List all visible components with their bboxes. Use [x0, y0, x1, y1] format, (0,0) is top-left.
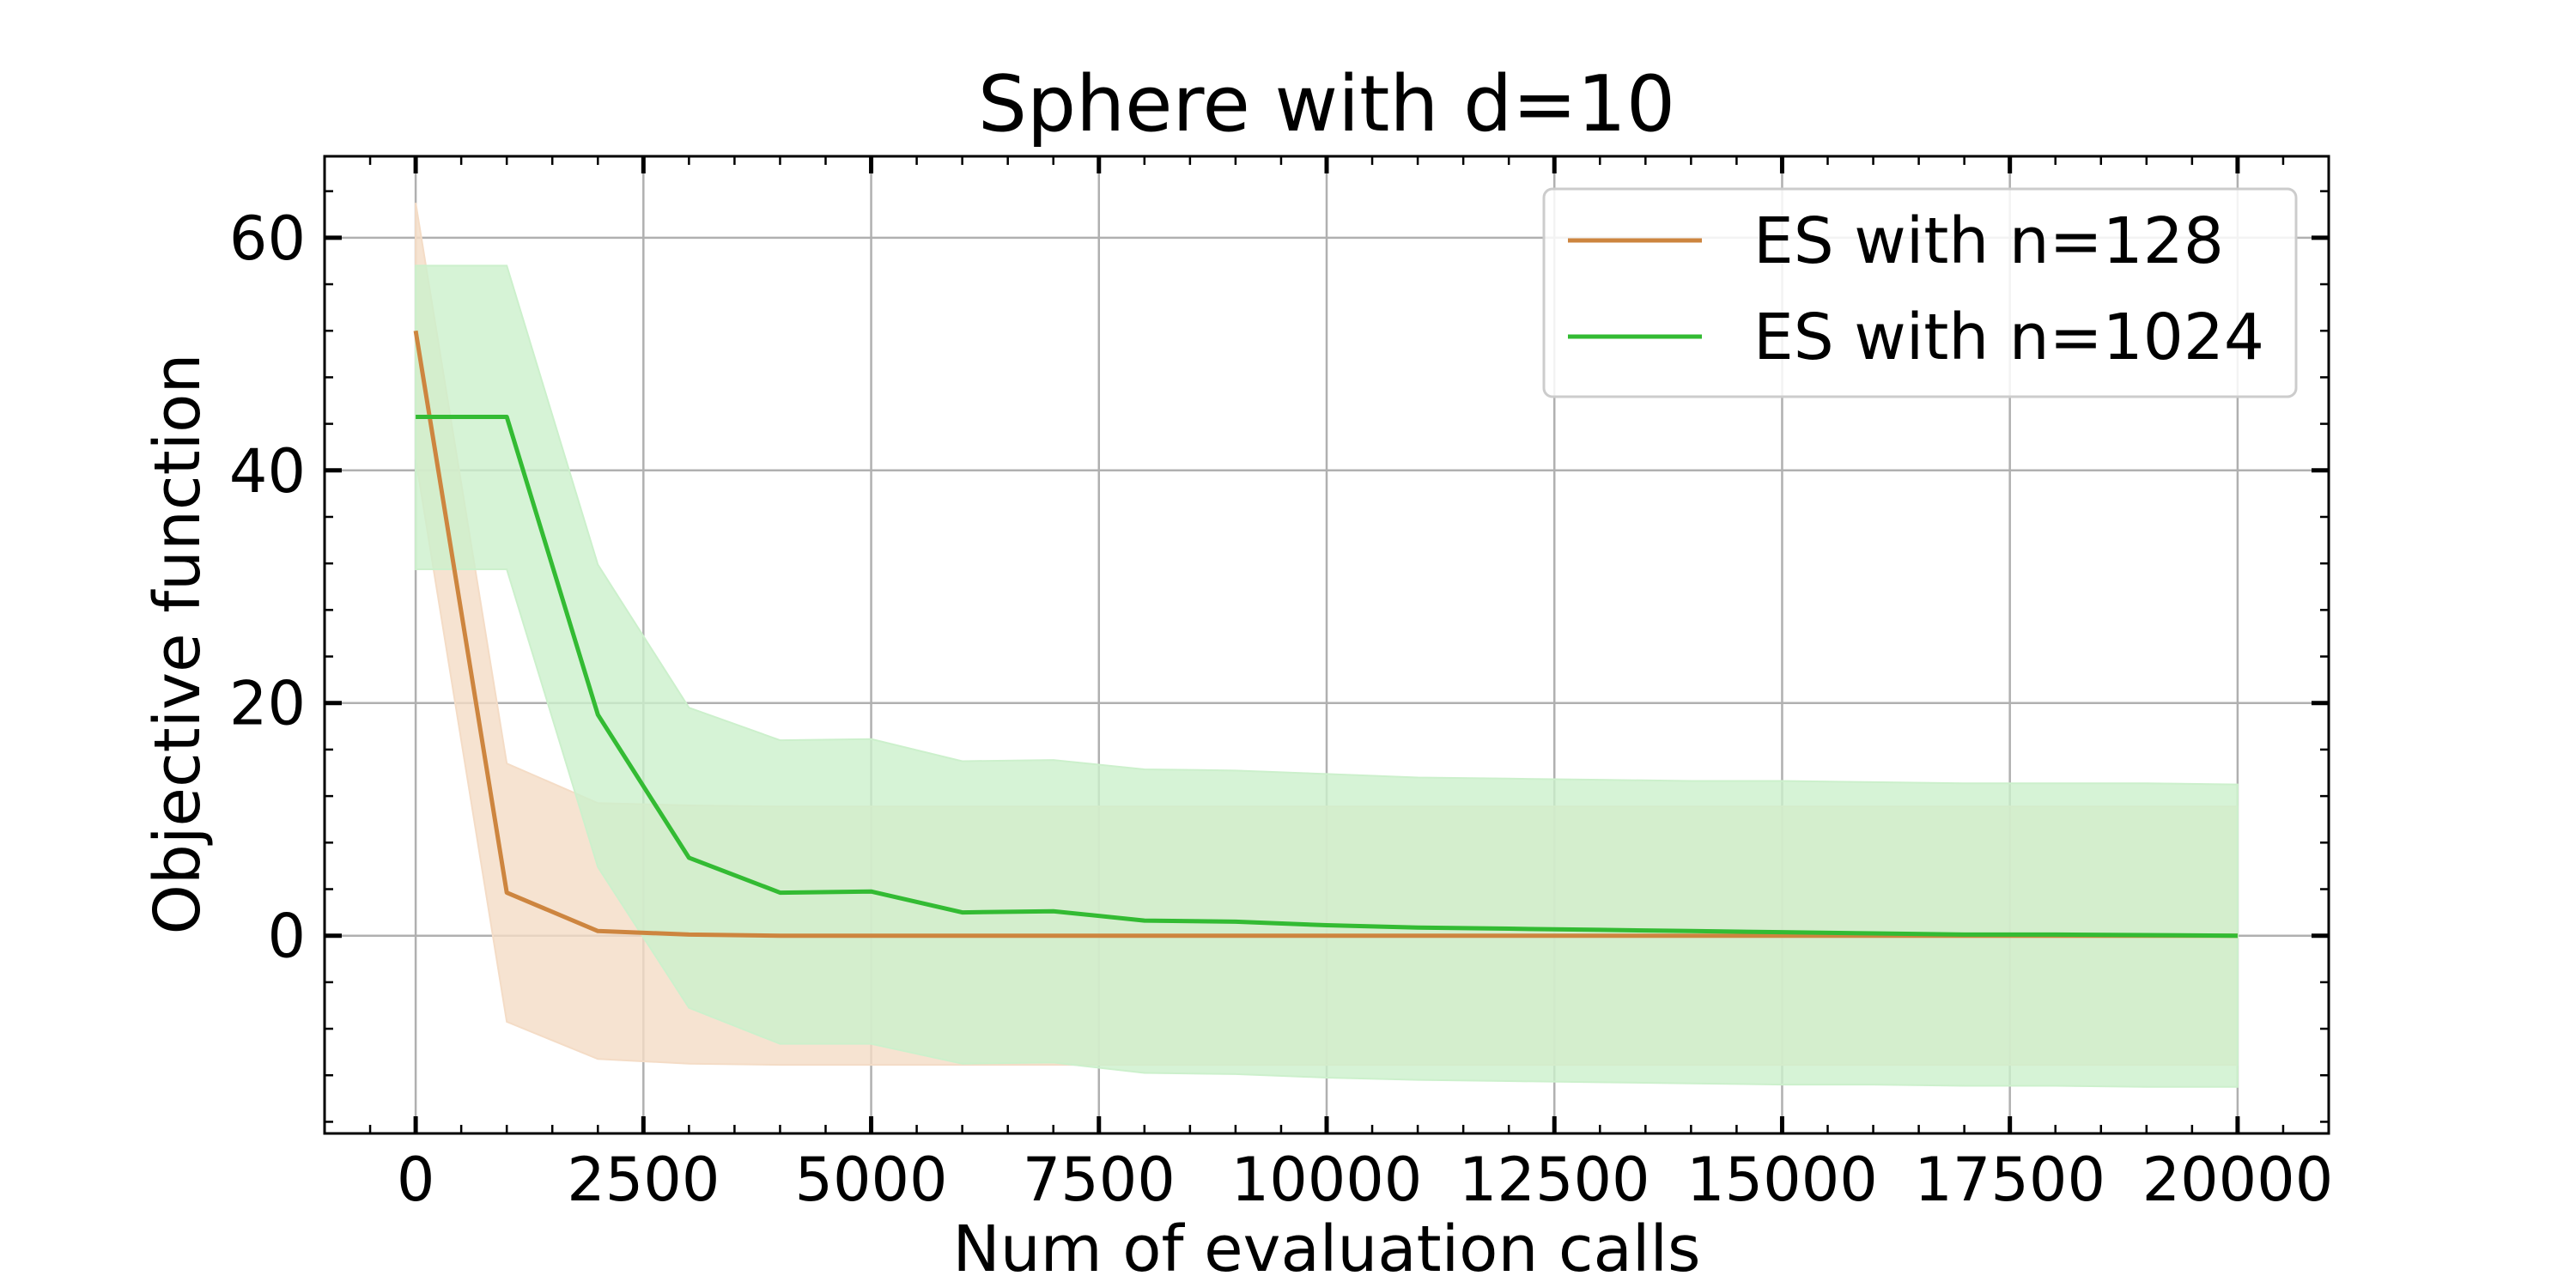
series-line-2: [416, 414, 2238, 939]
x-tick-label: 12500: [1459, 1145, 1650, 1215]
x-axis-label: Num of evaluation calls: [952, 1212, 1700, 1286]
x-tick-label: 2500: [567, 1145, 720, 1215]
y-tick-label: 40: [229, 436, 306, 507]
x-tick-label: 17500: [1914, 1145, 2105, 1215]
x-tick-label: 15000: [1686, 1145, 1878, 1215]
confidence-bands: [415, 203, 2239, 1088]
x-tick-label: 7500: [1023, 1145, 1176, 1215]
x-tick-label: 20000: [2142, 1145, 2334, 1215]
legend: ES with n=128 ES with n=1024: [1542, 187, 2298, 398]
x-tick-label: 10000: [1231, 1145, 1423, 1215]
x-tick-label: 0: [397, 1145, 435, 1215]
y-tick-label: 60: [229, 204, 306, 274]
confidence-band-series-2: [415, 264, 2239, 1088]
legend-label-series-2: ES with n=1024: [1753, 301, 2264, 374]
y-tick-label: 0: [267, 902, 306, 972]
legend-label-series-1: ES with n=128: [1753, 204, 2224, 278]
series-lines: [413, 330, 2238, 939]
x-tick-label: 5000: [794, 1145, 947, 1215]
y-tick-label: 20: [229, 669, 306, 739]
ticks: 0 2500 5000 7500 10000 12500 15000 17500 20000 0 2…: [229, 156, 2333, 1215]
y-axis-label: Objective function: [141, 354, 215, 935]
legend-box: [1542, 187, 2298, 398]
chart-title: Sphere with d=10: [978, 59, 1675, 149]
